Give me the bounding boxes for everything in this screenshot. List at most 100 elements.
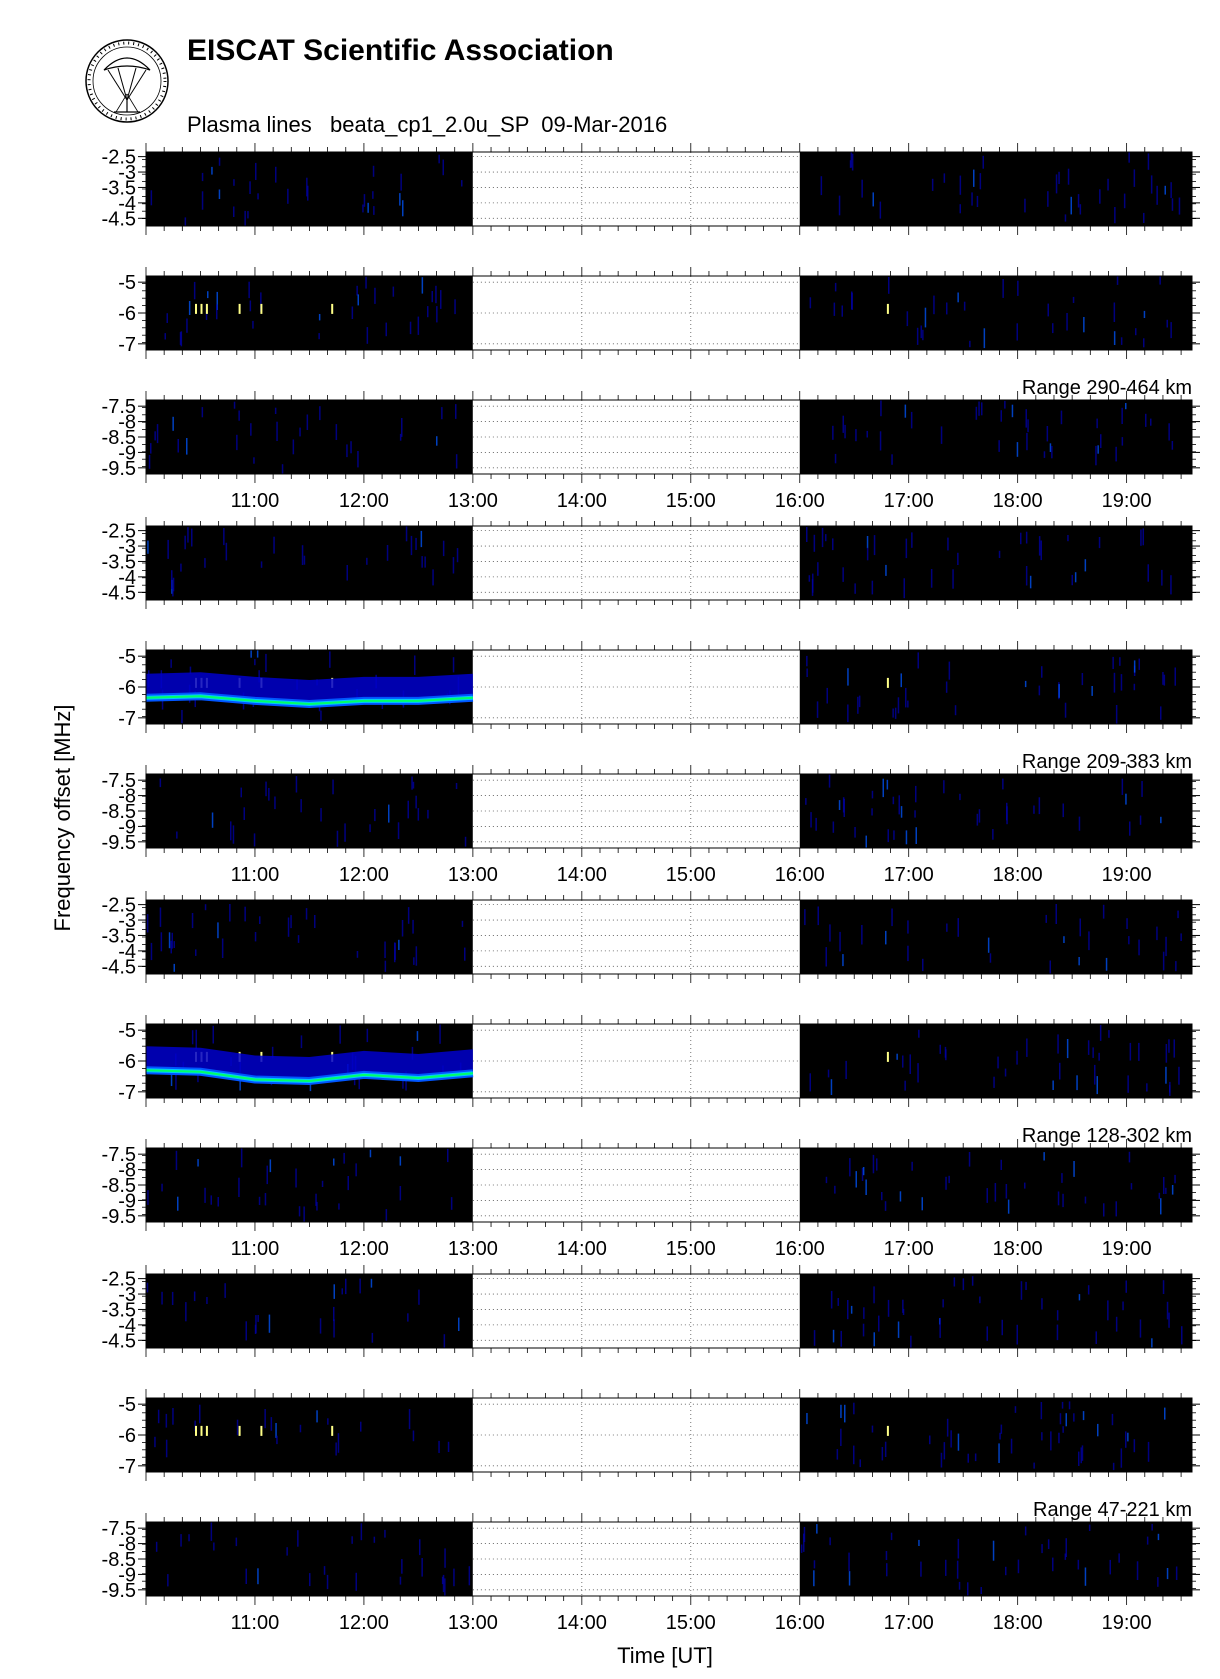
noise-speckle bbox=[1095, 445, 1097, 466]
noise-speckle bbox=[917, 1063, 919, 1083]
noise-speckle bbox=[957, 918, 959, 937]
noise-speckle bbox=[187, 527, 189, 543]
y-tick-label: -8 bbox=[118, 786, 136, 808]
noise-speckle bbox=[946, 1418, 949, 1437]
x-tick-label: 13:00 bbox=[448, 490, 498, 512]
noise-speckle bbox=[1165, 936, 1167, 957]
x-tick-label: 14:00 bbox=[557, 864, 607, 886]
noise-speckle bbox=[1099, 189, 1101, 204]
noise-speckle bbox=[1178, 1066, 1180, 1085]
noise-speckle bbox=[356, 951, 359, 958]
noise-speckle bbox=[1025, 566, 1028, 586]
y-tick-label: -3.5 bbox=[102, 177, 136, 199]
x-tick-label: 12:00 bbox=[339, 1238, 389, 1260]
noise-speckle bbox=[841, 305, 843, 317]
noise-speckle bbox=[1010, 1438, 1013, 1454]
noise-speckle bbox=[1029, 575, 1032, 589]
noise-speckle bbox=[211, 812, 214, 828]
x-tick-label: 15:00 bbox=[666, 864, 716, 886]
interference-mark bbox=[886, 677, 889, 688]
noise-speckle bbox=[253, 457, 255, 464]
frequency-panel: -5 -6 -7 bbox=[118, 641, 1200, 733]
noise-speckle bbox=[897, 1321, 900, 1338]
x-tick-label: 19:00 bbox=[1102, 490, 1152, 512]
y-tick-label: -7 bbox=[118, 1456, 136, 1478]
noise-speckle bbox=[806, 655, 808, 667]
noise-speckle bbox=[170, 940, 172, 954]
noise-speckle bbox=[1056, 1310, 1059, 1321]
noise-speckle bbox=[1143, 338, 1145, 348]
noise-speckle bbox=[833, 302, 836, 316]
noise-speckle bbox=[299, 427, 301, 437]
noise-speckle bbox=[998, 1443, 1000, 1463]
noise-speckle bbox=[917, 652, 919, 669]
noise-speckle bbox=[159, 907, 162, 927]
noise-speckle bbox=[175, 1072, 177, 1090]
noise-speckle bbox=[939, 1317, 941, 1338]
noise-speckle bbox=[884, 1441, 887, 1457]
noise-speckle bbox=[223, 528, 225, 546]
y-tick-label: -9.5 bbox=[102, 1580, 136, 1602]
noise-speckle bbox=[854, 583, 856, 594]
noise-speckle bbox=[255, 162, 257, 180]
noise-speckle bbox=[861, 1167, 864, 1181]
noise-speckle bbox=[1119, 657, 1121, 666]
noise-speckle bbox=[1049, 960, 1051, 974]
noise-speckle bbox=[886, 1563, 888, 1577]
noise-speckle bbox=[1084, 1196, 1087, 1204]
noise-speckle bbox=[1078, 957, 1080, 966]
noise-speckle bbox=[1160, 1198, 1162, 1215]
range-label: Range 47-221 km bbox=[1033, 1499, 1192, 1521]
noise-speckle bbox=[243, 807, 245, 820]
noise-speckle bbox=[385, 322, 387, 337]
noise-speckle bbox=[1112, 1462, 1115, 1471]
noise-speckle bbox=[319, 1318, 322, 1334]
noise-speckle bbox=[412, 1430, 415, 1442]
noise-speckle bbox=[154, 431, 156, 441]
noise-speckle bbox=[1055, 174, 1058, 194]
noise-speckle bbox=[871, 808, 873, 816]
noise-speckle bbox=[1000, 1159, 1002, 1170]
noise-speckle bbox=[847, 704, 849, 723]
noise-speckle bbox=[911, 532, 913, 548]
noise-speckle bbox=[300, 799, 302, 813]
x-tick-label: 11:00 bbox=[231, 864, 280, 886]
noise-speckle bbox=[1133, 169, 1136, 187]
noise-speckle bbox=[873, 535, 876, 556]
noise-speckle bbox=[899, 1191, 902, 1202]
noise-speckle bbox=[421, 277, 424, 294]
x-tick-label: 17:00 bbox=[884, 1612, 934, 1634]
noise-speckle bbox=[150, 443, 152, 454]
noise-speckle bbox=[825, 1176, 828, 1184]
noise-speckle bbox=[827, 1069, 830, 1078]
noise-speckle bbox=[811, 579, 814, 596]
noise-speckle bbox=[1005, 1184, 1008, 1199]
x-tick-label: 16:00 bbox=[775, 1612, 825, 1634]
noise-speckle bbox=[1077, 194, 1080, 208]
y-tick-label: -3 bbox=[118, 162, 136, 184]
y-tick-label: -8 bbox=[118, 1534, 136, 1556]
noise-speckle bbox=[1092, 1047, 1094, 1058]
noise-speckle bbox=[952, 569, 954, 589]
noise-speckle bbox=[365, 276, 367, 289]
noise-speckle bbox=[845, 1060, 847, 1079]
noise-speckle bbox=[1115, 446, 1117, 462]
y-tick-label: -9 bbox=[118, 1564, 136, 1586]
noise-speckle bbox=[1103, 1203, 1105, 1217]
noise-speckle bbox=[314, 915, 316, 928]
noise-speckle bbox=[1038, 685, 1041, 696]
noise-speckle bbox=[250, 423, 252, 436]
noise-speckle bbox=[1147, 564, 1149, 582]
noise-speckle bbox=[186, 318, 188, 333]
noise-speckle bbox=[1024, 680, 1027, 688]
noise-speckle bbox=[193, 281, 196, 300]
noise-speckle bbox=[809, 297, 812, 309]
noise-speckle bbox=[287, 188, 289, 204]
noise-speckle bbox=[887, 829, 889, 843]
noise-speckle bbox=[992, 829, 994, 840]
y-axis-label: Frequency offset [MHz] bbox=[50, 704, 75, 931]
noise-speckle bbox=[1125, 403, 1127, 410]
noise-speckle bbox=[229, 904, 231, 922]
noise-speckle bbox=[820, 176, 823, 196]
noise-speckle bbox=[1059, 1413, 1062, 1425]
